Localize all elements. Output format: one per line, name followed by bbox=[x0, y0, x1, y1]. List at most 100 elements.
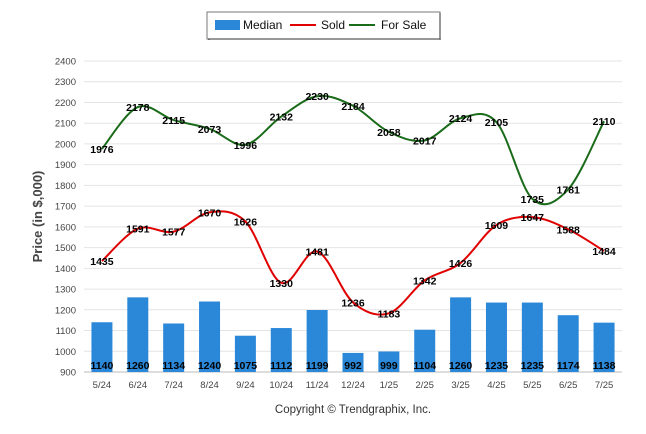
median-bar bbox=[127, 297, 149, 372]
median-bar-label: 1235 bbox=[521, 360, 545, 372]
sold-point-label: 1342 bbox=[413, 275, 437, 287]
median-bar-label: 1240 bbox=[198, 360, 222, 372]
legend-swatch-median bbox=[215, 20, 240, 30]
for-sale-point-label: 2105 bbox=[485, 117, 509, 129]
median-bar-label: 1138 bbox=[593, 360, 616, 372]
x-tick-label: 4/25 bbox=[487, 380, 506, 391]
median-bar-label: 1140 bbox=[91, 360, 114, 372]
legend-label-for-sale: For Sale bbox=[381, 18, 427, 32]
sold-point-label: 1647 bbox=[521, 212, 545, 224]
for-sale-point-label: 2110 bbox=[593, 116, 616, 128]
y-tick-label: 1200 bbox=[55, 305, 76, 316]
sold-point-label: 1435 bbox=[90, 256, 114, 268]
median-bar bbox=[450, 297, 472, 372]
y-tick-label: 900 bbox=[60, 368, 76, 379]
for-sale-point-label: 2058 bbox=[377, 127, 401, 139]
y-tick-label: 2300 bbox=[55, 77, 76, 88]
sold-point-label: 1236 bbox=[341, 297, 365, 309]
y-tick-label: 1400 bbox=[55, 264, 76, 275]
median-bar bbox=[91, 322, 113, 372]
sold-point-label: 1577 bbox=[162, 227, 186, 239]
y-tick-label: 2100 bbox=[55, 119, 76, 130]
for-sale-point-label: 1996 bbox=[234, 140, 258, 152]
sold-line bbox=[101, 210, 605, 316]
median-bar-label: 1075 bbox=[234, 360, 258, 372]
legend: Median Sold For Sale bbox=[206, 11, 441, 40]
x-tick-label: 8/24 bbox=[200, 380, 219, 391]
x-tick-label: 10/24 bbox=[269, 380, 293, 391]
y-tick-label: 2200 bbox=[55, 98, 76, 109]
median-bars bbox=[91, 297, 615, 372]
for-sale-line bbox=[101, 94, 605, 206]
series-lines bbox=[101, 94, 605, 316]
median-bar-label: 992 bbox=[344, 360, 362, 372]
median-bar-label: 1112 bbox=[270, 360, 292, 372]
y-tick-label: 2400 bbox=[55, 57, 76, 68]
for-sale-point-label: 2184 bbox=[341, 101, 365, 113]
x-tick-label: 6/24 bbox=[129, 380, 148, 391]
for-sale-point-label: 2073 bbox=[198, 124, 222, 136]
x-tick-label: 1/25 bbox=[380, 380, 399, 391]
legend-label-median: Median bbox=[243, 18, 282, 32]
median-bar bbox=[199, 301, 221, 372]
y-tick-label: 1300 bbox=[55, 285, 76, 296]
x-axis-ticks: 5/24 6/24 7/24 8/24 9/24 10/24 11/24 12/24 1/25 2… bbox=[93, 380, 614, 391]
x-tick-label: 7/24 bbox=[164, 380, 183, 391]
median-bar bbox=[306, 310, 328, 372]
sold-point-label: 1426 bbox=[449, 258, 473, 270]
copyright-text: Copyright © Trendgraphix, Inc. bbox=[275, 404, 431, 416]
sold-point-label: 1481 bbox=[305, 247, 329, 259]
sold-point-label: 1626 bbox=[234, 216, 258, 228]
median-bar bbox=[593, 322, 615, 372]
for-sale-point-label: 2178 bbox=[126, 102, 150, 114]
y-axis-label: Price (in $,000) bbox=[30, 171, 45, 263]
x-tick-label: 9/24 bbox=[236, 380, 255, 391]
sold-point-label: 1183 bbox=[377, 308, 400, 320]
sold-point-label: 1484 bbox=[592, 246, 616, 258]
x-tick-label: 3/25 bbox=[451, 380, 470, 391]
median-bar-label: 1260 bbox=[449, 360, 473, 372]
for-sale-point-label: 2124 bbox=[449, 113, 473, 125]
sold-point-label: 1588 bbox=[557, 224, 581, 236]
sold-point-label: 1591 bbox=[126, 224, 150, 236]
y-tick-label: 1100 bbox=[56, 326, 76, 337]
median-bar-label: 1199 bbox=[306, 360, 329, 372]
median-bar-label: 1104 bbox=[413, 360, 436, 372]
legend-label-sold: Sold bbox=[321, 18, 345, 32]
x-tick-label: 5/25 bbox=[523, 380, 542, 391]
x-tick-label: 12/24 bbox=[341, 380, 365, 391]
median-bar bbox=[557, 315, 579, 372]
sold-point-label: 1609 bbox=[485, 220, 509, 232]
sold-point-label: 1330 bbox=[270, 278, 294, 290]
x-tick-label: 7/25 bbox=[595, 380, 614, 391]
y-tick-label: 1500 bbox=[55, 243, 76, 254]
for-sale-point-label: 1976 bbox=[90, 144, 114, 156]
median-bar-label: 1260 bbox=[126, 360, 150, 372]
median-bar bbox=[414, 329, 436, 372]
for-sale-point-label: 1735 bbox=[521, 194, 545, 206]
median-bar-label: 1174 bbox=[557, 360, 580, 372]
median-bar bbox=[378, 351, 400, 372]
y-tick-label: 1600 bbox=[55, 222, 76, 233]
median-bar-label: 1134 bbox=[162, 360, 185, 372]
x-tick-label: 6/25 bbox=[559, 380, 578, 391]
y-tick-label: 1800 bbox=[55, 181, 76, 192]
y-tick-label: 1000 bbox=[55, 347, 76, 358]
median-bar bbox=[342, 352, 364, 372]
sold-point-label: 1670 bbox=[198, 207, 222, 219]
y-tick-label: 1700 bbox=[55, 202, 76, 213]
x-tick-label: 11/24 bbox=[306, 380, 329, 391]
median-bar-label: 1235 bbox=[485, 360, 509, 372]
y-tick-label: 1900 bbox=[55, 160, 76, 171]
median-bar bbox=[270, 328, 292, 372]
median-bar bbox=[234, 335, 256, 372]
median-bar-label: 999 bbox=[380, 360, 398, 372]
for-sale-point-label: 2115 bbox=[162, 115, 185, 127]
for-sale-point-label: 1781 bbox=[557, 184, 581, 196]
for-sale-point-label: 2132 bbox=[270, 112, 294, 124]
y-axis-ticks: 900 1000 1100 1200 1300 1400 1500 1600 1700 1800 1… bbox=[55, 57, 76, 379]
x-tick-label: 2/25 bbox=[415, 380, 434, 391]
x-tick-label: 5/24 bbox=[93, 380, 112, 391]
median-bar bbox=[485, 302, 507, 372]
median-bar bbox=[521, 302, 543, 372]
